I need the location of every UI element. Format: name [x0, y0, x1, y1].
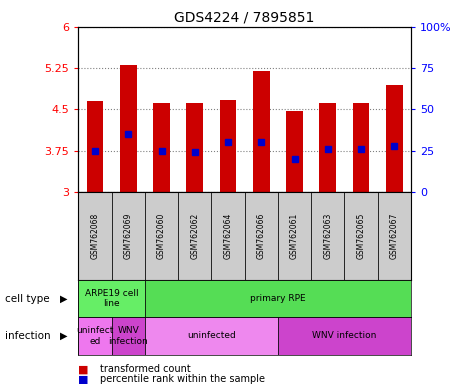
Text: uninfect
ed: uninfect ed: [76, 326, 114, 346]
Text: WNV infection: WNV infection: [312, 331, 377, 341]
Text: percentile rank within the sample: percentile rank within the sample: [100, 374, 265, 384]
Bar: [319, 103, 336, 192]
Text: ARPE19 cell
line: ARPE19 cell line: [85, 289, 138, 308]
Bar: [278, 192, 311, 280]
Text: GSM762063: GSM762063: [323, 213, 332, 259]
Bar: [153, 103, 170, 192]
Text: GSM762067: GSM762067: [390, 213, 399, 259]
Text: ■: ■: [78, 364, 89, 374]
Bar: [78, 280, 145, 317]
Bar: [120, 65, 137, 192]
Text: uninfected: uninfected: [187, 331, 236, 341]
Text: primary RPE: primary RPE: [250, 294, 306, 303]
Text: cell type: cell type: [5, 293, 49, 304]
Text: ▶: ▶: [60, 331, 68, 341]
Bar: [145, 280, 411, 317]
Bar: [78, 192, 112, 280]
Bar: [378, 192, 411, 280]
Text: infection: infection: [5, 331, 50, 341]
Text: GSM762069: GSM762069: [124, 213, 133, 259]
Bar: [78, 317, 112, 355]
Bar: [286, 111, 303, 192]
Bar: [145, 317, 278, 355]
Bar: [386, 85, 403, 192]
Bar: [112, 192, 145, 280]
Bar: [253, 71, 270, 192]
Text: GSM762064: GSM762064: [224, 213, 232, 259]
Bar: [112, 317, 145, 355]
Bar: [245, 192, 278, 280]
Text: GSM762065: GSM762065: [357, 213, 365, 259]
Bar: [178, 192, 211, 280]
Text: GSM762066: GSM762066: [257, 213, 266, 259]
Bar: [278, 317, 411, 355]
Bar: [145, 192, 178, 280]
Text: GSM762062: GSM762062: [190, 213, 199, 259]
Bar: [86, 101, 104, 192]
Title: GDS4224 / 7895851: GDS4224 / 7895851: [174, 10, 315, 24]
Bar: [311, 192, 344, 280]
Bar: [344, 192, 378, 280]
Text: WNV
infection: WNV infection: [108, 326, 148, 346]
Text: ■: ■: [78, 374, 89, 384]
Text: transformed count: transformed count: [100, 364, 190, 374]
Text: GSM762060: GSM762060: [157, 213, 166, 259]
Bar: [211, 192, 245, 280]
Text: ▶: ▶: [60, 293, 68, 304]
Bar: [219, 99, 237, 192]
Text: GSM762068: GSM762068: [91, 213, 99, 259]
Bar: [352, 103, 370, 192]
Bar: [186, 103, 203, 192]
Text: GSM762061: GSM762061: [290, 213, 299, 259]
